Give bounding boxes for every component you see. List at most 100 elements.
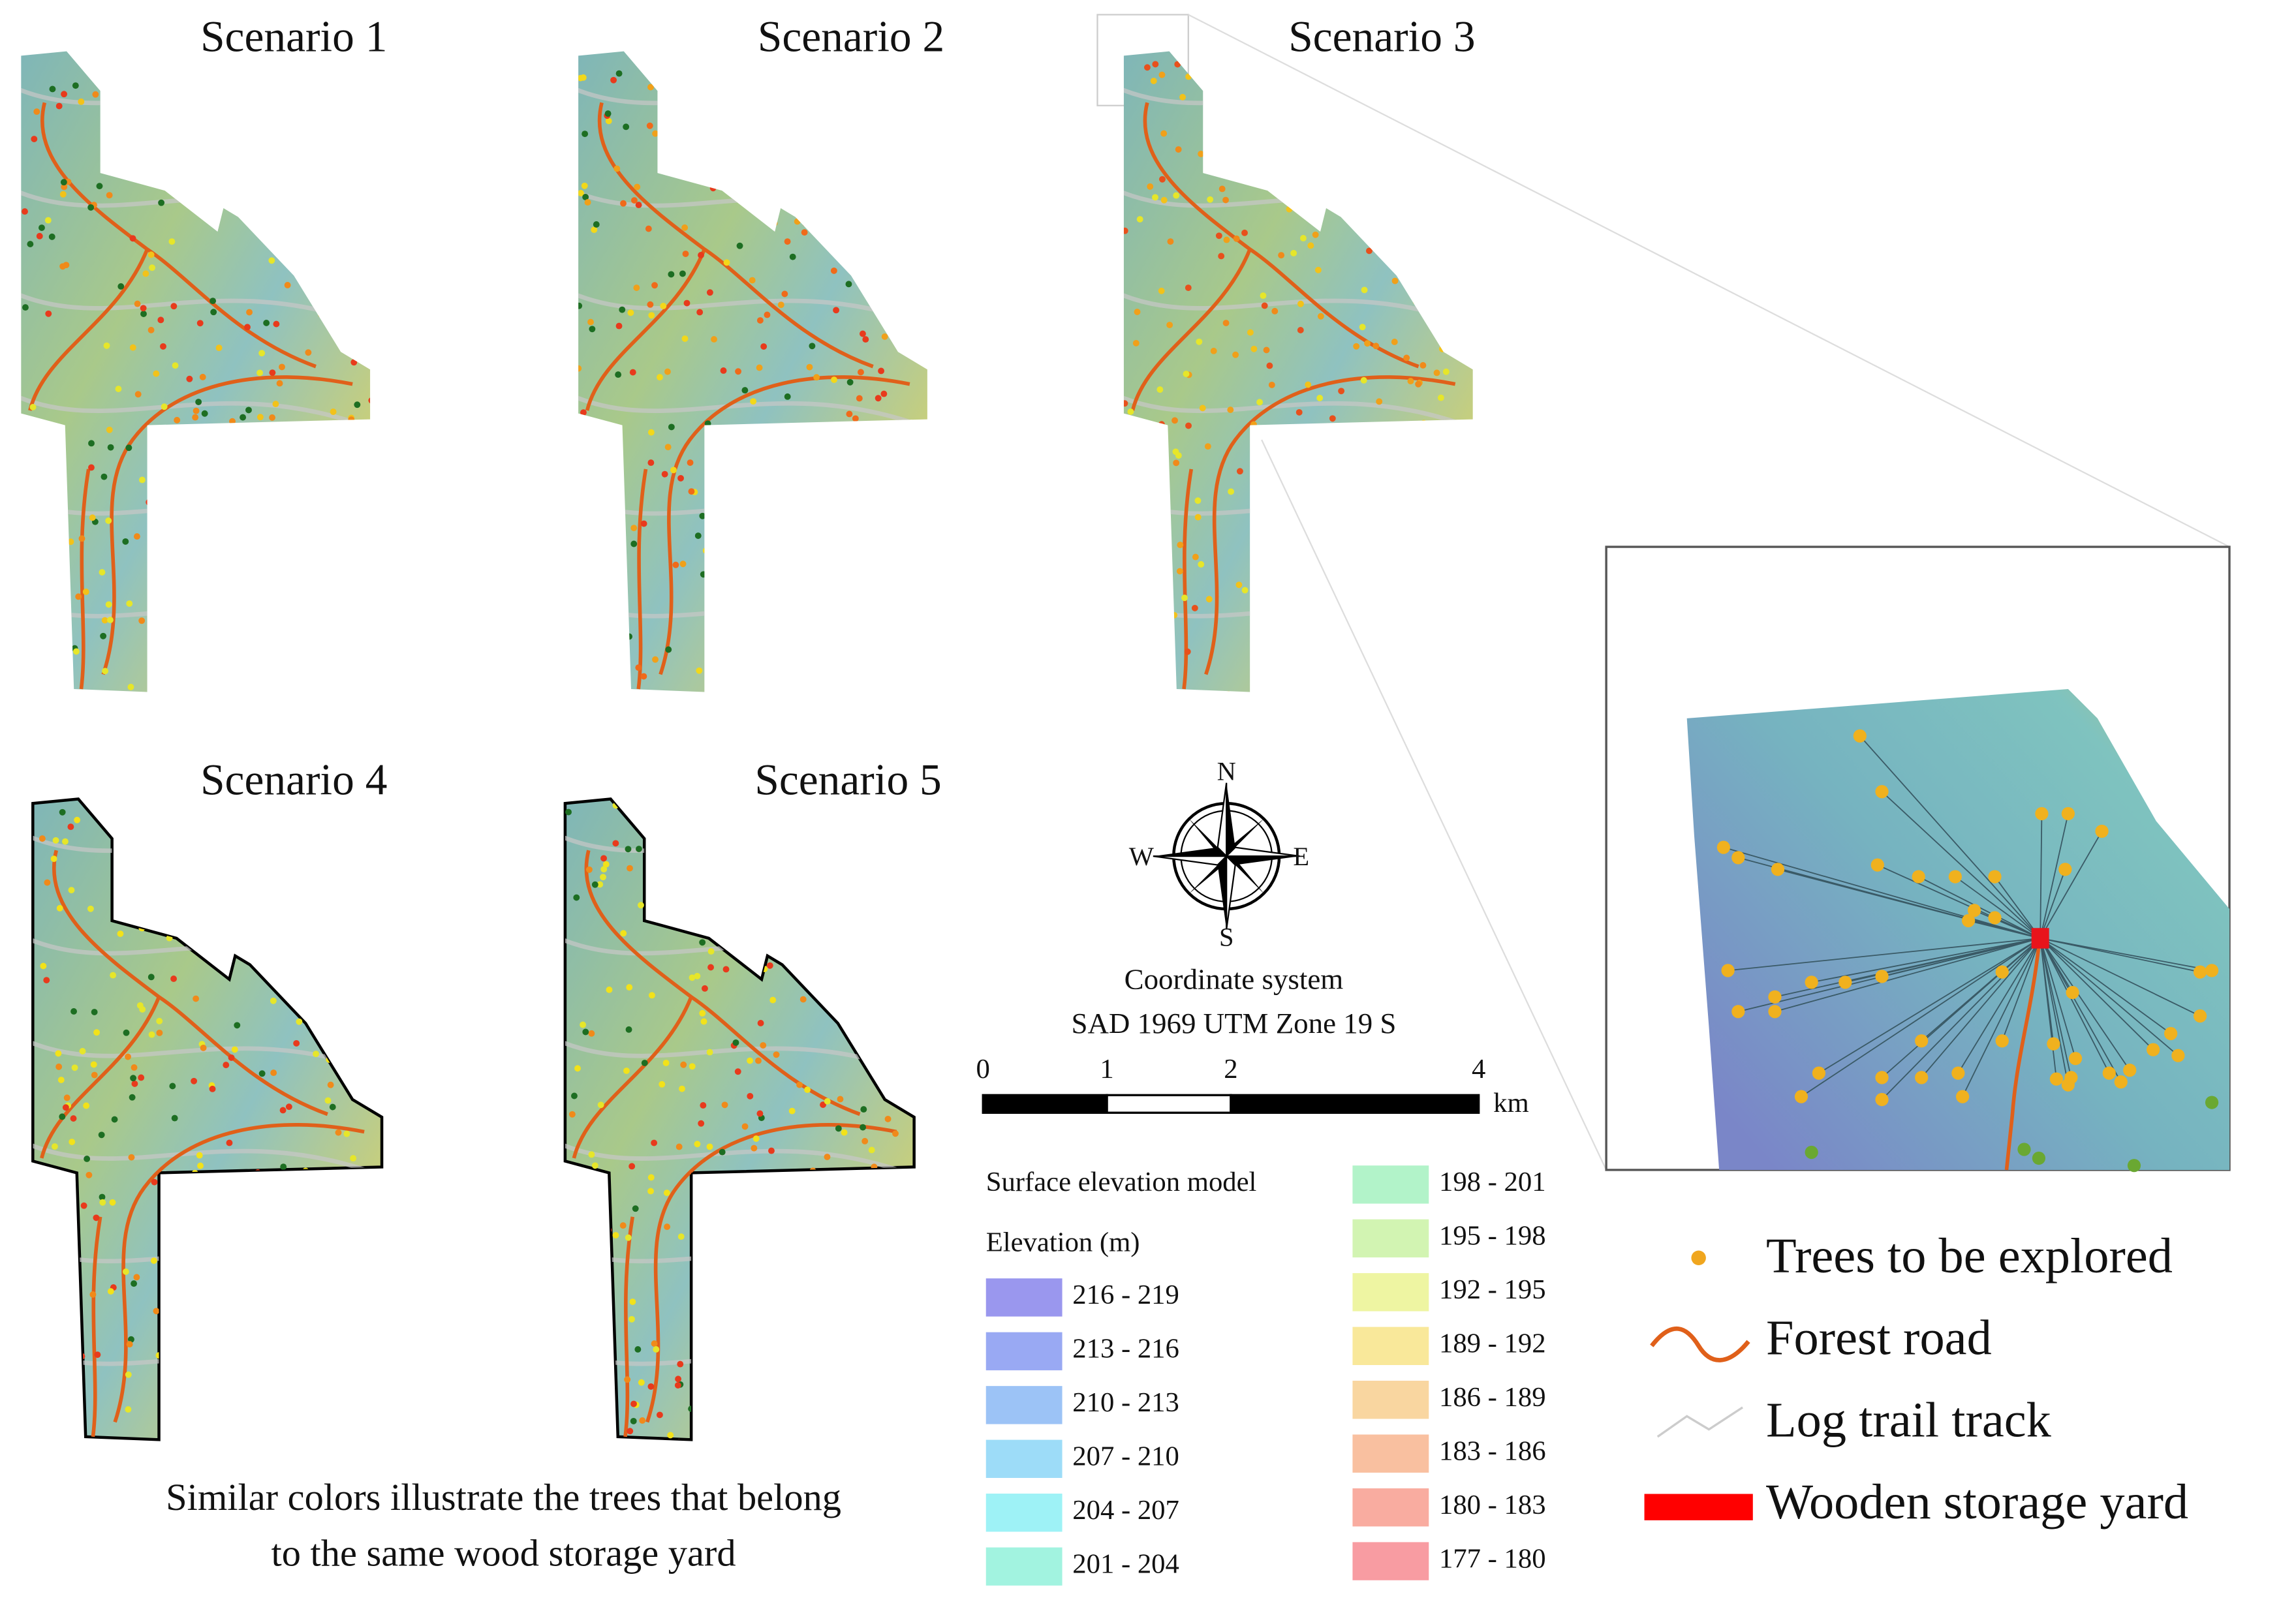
tree — [33, 1400, 39, 1407]
tree — [696, 309, 704, 316]
tree — [129, 1094, 136, 1101]
tree — [662, 1060, 670, 1066]
tree — [824, 895, 831, 902]
tree — [184, 1225, 191, 1232]
tree — [604, 110, 612, 117]
terrain — [21, 51, 371, 692]
legend-swatch — [1352, 1488, 1429, 1527]
tree — [21, 641, 25, 649]
tree — [93, 1029, 101, 1036]
tree — [615, 371, 622, 378]
tree — [1471, 178, 1473, 185]
tree — [760, 343, 768, 350]
tree — [822, 526, 829, 533]
tree — [713, 1355, 720, 1362]
tree — [640, 673, 647, 680]
tree — [157, 62, 164, 69]
legend-swatch — [1352, 1273, 1429, 1312]
tree — [707, 964, 714, 971]
tree — [770, 1233, 777, 1240]
tree — [736, 242, 743, 249]
tree — [1350, 545, 1357, 553]
tree — [811, 570, 818, 577]
tree — [1183, 371, 1190, 378]
tree — [661, 470, 668, 478]
tree — [784, 162, 791, 169]
tree — [664, 368, 671, 375]
tree — [2193, 965, 2207, 979]
tree — [914, 331, 922, 339]
tree — [2102, 1066, 2116, 1080]
tree — [794, 218, 801, 225]
forest-road — [28, 102, 353, 690]
tree — [360, 525, 367, 532]
tree — [570, 1092, 578, 1099]
tree — [63, 1435, 70, 1440]
log-trail — [2040, 938, 2072, 1078]
tree — [85, 1171, 93, 1178]
tree — [1132, 442, 1139, 449]
tree — [329, 622, 336, 629]
tree — [1421, 89, 1429, 96]
tree — [92, 91, 99, 98]
tree — [877, 1297, 884, 1304]
tree — [68, 887, 75, 894]
tree — [60, 179, 67, 186]
tree — [682, 251, 689, 257]
tree — [648, 836, 655, 843]
tree — [1453, 673, 1460, 680]
tree — [173, 865, 180, 872]
tree — [200, 917, 207, 923]
tree — [1459, 282, 1466, 289]
tree — [848, 1359, 855, 1366]
tree — [735, 368, 742, 375]
tree — [150, 107, 157, 114]
tree-other — [2032, 1151, 2046, 1165]
tree — [1299, 660, 1306, 668]
tree — [313, 225, 320, 232]
tree — [1364, 340, 1371, 347]
tree — [253, 1417, 260, 1424]
tree — [313, 998, 320, 1005]
tree — [330, 151, 337, 158]
compass-west: W — [1129, 842, 1155, 871]
tree — [831, 376, 837, 383]
tree — [1155, 654, 1162, 662]
tree — [1228, 488, 1235, 495]
tree — [913, 495, 920, 502]
tree — [270, 997, 277, 1004]
tree — [131, 1080, 138, 1087]
tree — [1339, 428, 1346, 435]
tree — [322, 558, 330, 565]
tree — [302, 1167, 309, 1175]
tree — [1418, 431, 1425, 438]
tree — [1463, 346, 1470, 353]
tree — [1407, 378, 1414, 385]
tree — [334, 169, 341, 176]
tree — [1305, 504, 1312, 512]
tree — [168, 238, 176, 245]
tree — [167, 1326, 174, 1333]
tree — [1162, 518, 1170, 525]
tree — [1442, 368, 1450, 375]
tree — [131, 1064, 138, 1071]
tree — [105, 601, 112, 608]
tree — [921, 571, 927, 578]
tree — [694, 972, 701, 979]
tree — [1768, 1005, 1782, 1019]
tree — [164, 1244, 172, 1252]
log-trail — [1955, 876, 2041, 939]
tree — [191, 1077, 198, 1084]
tree — [181, 51, 189, 55]
tree — [337, 539, 344, 546]
tree — [2095, 824, 2109, 838]
tree — [771, 219, 778, 226]
log-trail — [1723, 846, 2041, 939]
tree — [861, 165, 868, 172]
tree — [1204, 443, 1211, 450]
tree — [308, 971, 315, 978]
tree — [804, 1086, 811, 1094]
tree — [106, 192, 113, 199]
tree — [852, 1441, 859, 1447]
tree — [668, 886, 675, 893]
